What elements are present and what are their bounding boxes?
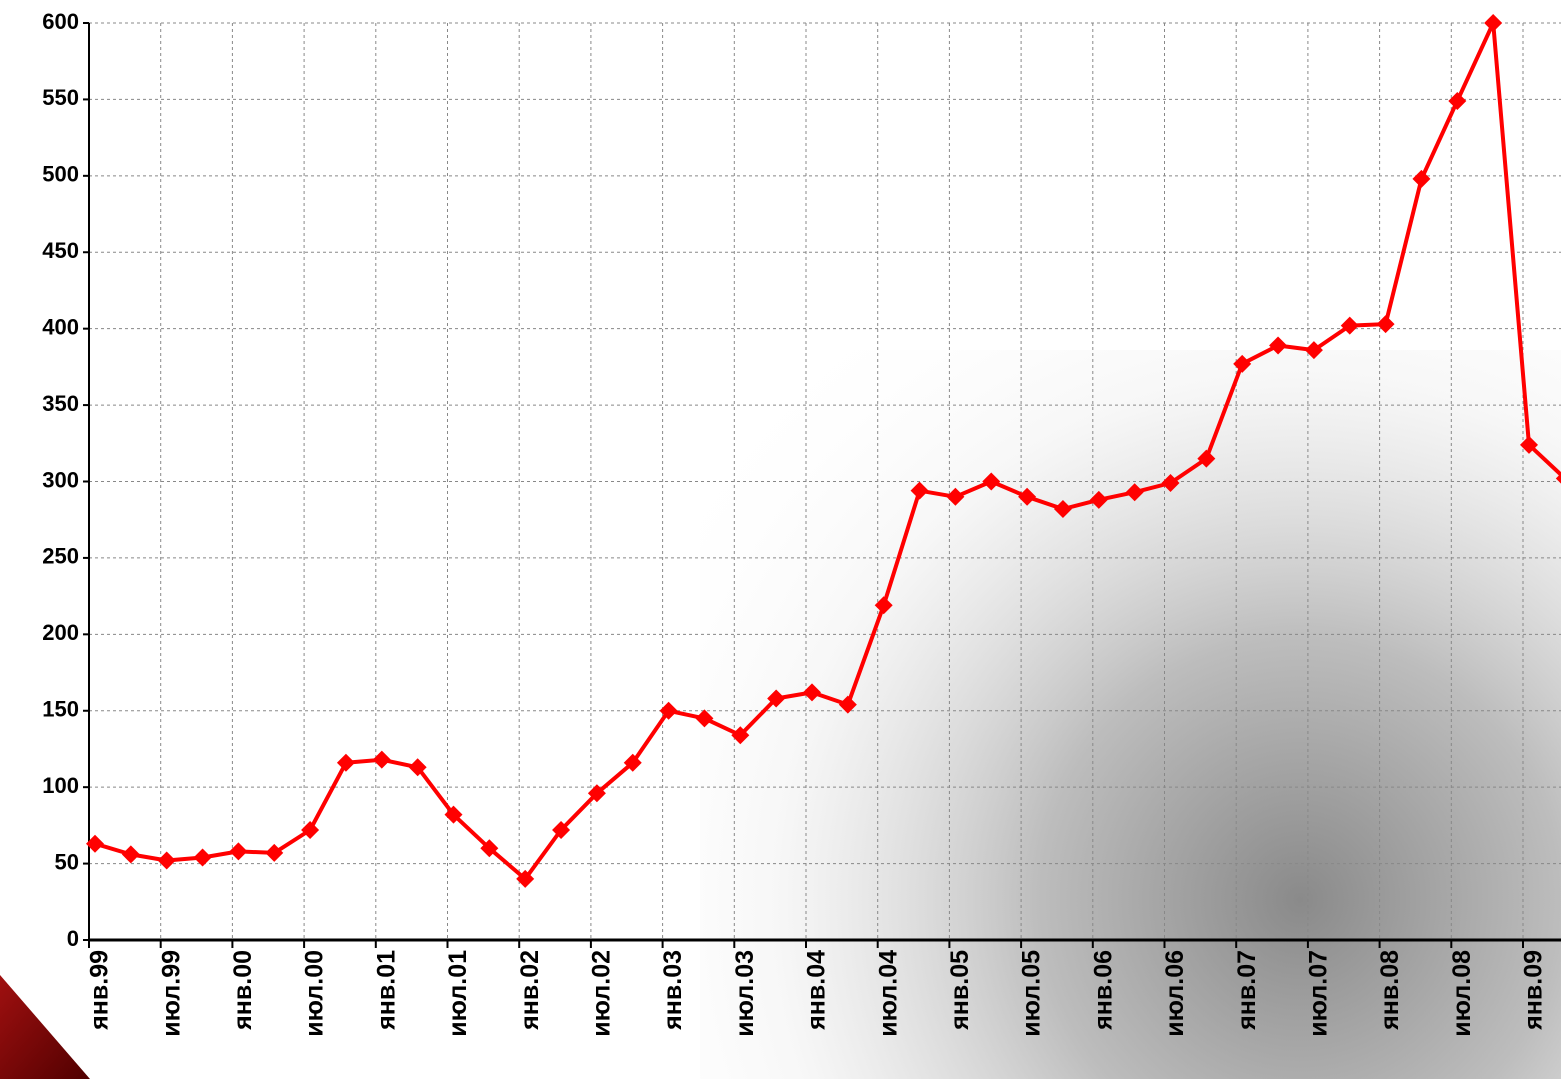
marker	[336, 753, 355, 772]
marker	[193, 848, 212, 867]
x-tick-label: янв.04	[803, 950, 831, 1031]
x-tick-label: июл.99	[157, 950, 185, 1037]
y-tick-label: 150	[42, 697, 79, 722]
x-tick-label: янв.00	[229, 950, 257, 1031]
y-tick-label: 500	[42, 162, 79, 187]
marker	[444, 805, 463, 824]
marker	[946, 487, 965, 506]
marker	[1412, 169, 1431, 188]
marker	[552, 820, 571, 839]
marker	[982, 472, 1001, 491]
marker	[1233, 354, 1252, 373]
x-tick-label: июл.05	[1018, 950, 1046, 1037]
marker	[659, 701, 678, 720]
background-photo	[700, 350, 1561, 1079]
marker	[408, 758, 427, 777]
marker	[1376, 315, 1395, 334]
y-tick-label: 400	[42, 314, 79, 339]
marker	[1484, 14, 1503, 32]
marker	[480, 839, 499, 858]
x-tick-label: июл.08	[1448, 950, 1476, 1037]
marker	[910, 481, 929, 500]
marker	[838, 695, 857, 714]
marker	[1089, 490, 1108, 509]
y-tick-label: 250	[42, 544, 79, 569]
y-tick-label: 200	[42, 620, 79, 645]
marker	[86, 834, 104, 853]
marker	[1269, 336, 1288, 355]
y-tick-label: 600	[42, 9, 79, 34]
y-tick-label: 100	[42, 773, 79, 798]
grid	[89, 22, 1561, 940]
x-tick-label: июл.03	[731, 950, 759, 1037]
x-tick-label: июл.01	[444, 950, 472, 1037]
x-tick-label: янв.06	[1089, 950, 1117, 1031]
x-tick-label: янв.01	[372, 950, 400, 1031]
x-tick-label: янв.09	[1520, 950, 1548, 1031]
y-tick-label: 550	[42, 85, 79, 110]
marker	[372, 750, 391, 769]
marker	[301, 820, 320, 839]
axes: 0 50 100 150 200 250 300 350 400 450 500 550 600 янв.…	[42, 9, 1561, 1037]
x-tick-label: июл.04	[874, 950, 902, 1037]
marker	[1161, 474, 1180, 493]
marker	[1520, 435, 1538, 454]
marker	[1053, 500, 1072, 519]
x-tick-label: июл.07	[1305, 950, 1333, 1037]
corner-decoration	[0, 975, 90, 1079]
x-tick-label: янв.08	[1376, 950, 1404, 1031]
marker	[121, 845, 140, 864]
marker	[1197, 449, 1216, 468]
x-tick-label: янв.03	[659, 950, 687, 1031]
x-tick-label: янв.02	[516, 950, 544, 1031]
marker	[1555, 473, 1561, 484]
y-tick-label: 350	[42, 391, 79, 416]
x-tick-label: июл.00	[301, 950, 329, 1037]
y-tick-label: 300	[42, 467, 79, 492]
marker	[157, 851, 176, 870]
marker	[874, 596, 893, 615]
marker	[623, 753, 642, 772]
x-tick-label: июл.02	[588, 950, 616, 1037]
marker	[587, 784, 606, 803]
marker	[803, 683, 821, 702]
marker	[731, 726, 750, 745]
marker	[767, 689, 786, 708]
x-tick-label: янв.05	[946, 950, 974, 1031]
marker	[265, 843, 284, 862]
y-tick-label: 450	[42, 238, 79, 263]
plot	[86, 14, 1561, 888]
marker	[1018, 487, 1037, 506]
marker	[1125, 483, 1144, 502]
marker	[1304, 341, 1323, 360]
marker	[1340, 316, 1359, 335]
marker	[516, 869, 535, 888]
marker	[1448, 91, 1467, 110]
marker	[229, 842, 248, 861]
marker	[695, 709, 714, 728]
x-tick-label: июл.06	[1161, 950, 1189, 1037]
x-tick-label: янв.07	[1233, 950, 1261, 1031]
line-series	[94, 21, 1561, 881]
y-tick-label: 50	[55, 849, 79, 874]
y-tick-label: 0	[67, 926, 79, 951]
x-tick-label: янв.99	[86, 950, 114, 1031]
